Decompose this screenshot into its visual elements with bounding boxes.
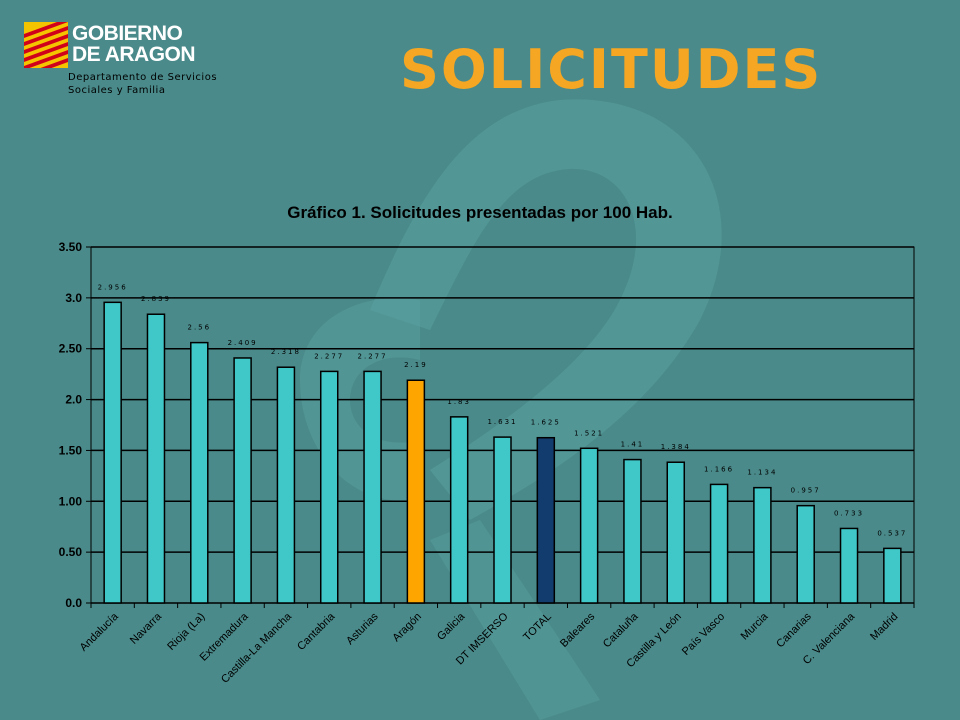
logo-subtitle-line1: Departamento de Servicios [68,72,218,83]
logo-text-line2: DE ARAGON [72,43,196,66]
chart-title: Gráfico 1. Solicitudes presentadas por 1… [287,203,673,222]
x-tick-label: Andalucía [78,610,122,654]
bar-galicia [449,416,469,604]
y-tick-label: 2.0 [65,393,82,407]
x-tick-label: Navarra [128,610,165,647]
x-tick-label: Baleares [558,610,598,650]
y-tick-label: 1.50 [59,443,83,457]
x-tick-label: Murcia [739,610,771,642]
bar-navarra [146,313,166,604]
bar-rioja-la- [190,341,209,604]
logo-text-line1: GOBIERNO [72,22,183,45]
y-tick-label: 1.00 [59,494,83,508]
bar-canarias [796,504,815,604]
bar-país-vasco [709,483,729,604]
bar-dt-imserso [493,436,512,604]
x-tick-label: TOTAL [521,611,554,644]
y-tick-label: 0.0 [65,596,82,610]
data-label: 1.384 [661,443,691,451]
bar-asturias [363,370,382,604]
x-tick-label: Cataluña [601,610,641,650]
bar-castilla-y-león [666,461,686,604]
bar-extremadura [233,357,252,604]
aragon-flag-icon [24,22,68,68]
x-tick-label: Rioja (La) [165,611,207,653]
bar-c-valenciana [839,527,859,604]
data-label: 0.957 [791,487,821,495]
data-label: 2.56 [187,324,211,332]
data-label: 1.631 [487,418,517,426]
data-label: 1.134 [747,469,777,477]
data-label: 1.625 [531,419,561,427]
bar-cataluña [623,458,642,604]
x-tick-label: País Vasco [680,611,727,658]
bar-castilla-la-mancha [276,366,296,604]
page-title: SOLICITUDES [400,38,823,101]
data-label: 2.839 [141,295,171,303]
x-tick-label: Aragón [390,611,424,645]
bar-cantabria [319,370,339,604]
x-tick-label: Galicia [435,610,468,643]
x-tick-label: Madrid [868,611,900,643]
data-label: 2.318 [271,348,301,356]
x-tick-label: Asturias [344,610,381,647]
x-tick-label: Cantabria [295,610,338,653]
data-label: 2.409 [228,339,258,347]
data-label: 1.83 [447,398,471,406]
y-tick-label: 3.0 [65,291,82,305]
logo-subtitle-line2: Sociales y Familia [68,85,166,96]
data-label: 2.277 [358,352,388,360]
y-tick-label: 3.50 [59,240,83,254]
data-label: 1.521 [574,429,604,437]
y-tick-label: 2.50 [59,342,83,356]
bar-andalucía [103,301,122,604]
data-label: 2.19 [404,361,428,369]
data-label: 2.956 [98,283,128,291]
y-tick-label: 0.50 [59,545,83,559]
bar-aragón [406,379,426,604]
logo: GOBIERNO DE ARAGON Departamento de Servi… [24,22,234,102]
data-label: 2.277 [314,352,344,360]
bar-murcia [753,486,772,604]
bar-baleares [579,447,599,604]
data-label: 1.166 [704,465,734,473]
bar-madrid [883,547,902,604]
data-label: 1.41 [621,441,645,449]
x-tick-label: Canarias [774,610,814,650]
bar-total [536,436,556,604]
data-label: 0.733 [834,509,864,517]
data-label: 0.537 [877,529,907,537]
